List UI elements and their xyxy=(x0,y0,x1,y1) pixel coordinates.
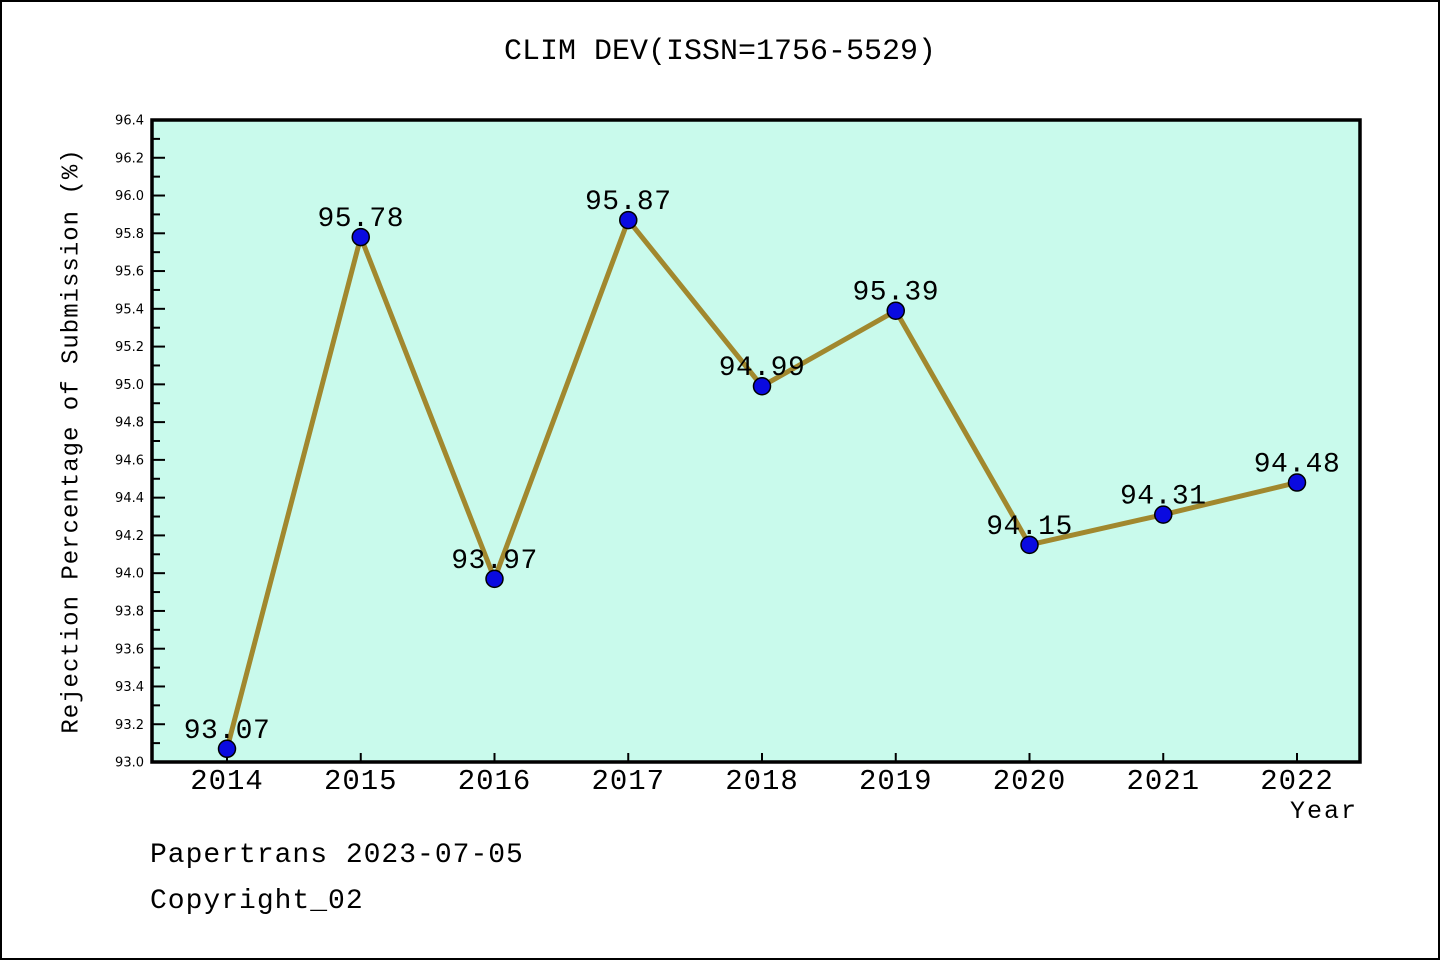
y-tick-label: 93.6 xyxy=(115,642,144,657)
y-tick-label: 95.4 xyxy=(115,302,144,317)
data-point-label: 93.07 xyxy=(184,716,271,747)
x-tick-label: 2014 xyxy=(190,765,264,798)
y-tick-label: 93.8 xyxy=(115,604,144,619)
x-tick-label: 2020 xyxy=(993,765,1067,798)
y-tick-label: 94.8 xyxy=(115,416,144,431)
chart-title: CLIM DEV(ISSN=1756-5529) xyxy=(503,35,937,69)
y-tick-label: 93.4 xyxy=(115,680,144,695)
data-point xyxy=(485,569,504,589)
x-tick-label: 2019 xyxy=(859,765,933,798)
y-tick-label: 94.2 xyxy=(115,529,144,544)
x-tick-label: 2017 xyxy=(591,765,665,798)
y-tick-label: 93.0 xyxy=(115,756,144,771)
plot-border xyxy=(150,118,1362,764)
data-point xyxy=(1287,473,1307,492)
y-tick-label: 96.4 xyxy=(115,114,144,129)
x-tick-label: 2016 xyxy=(458,765,532,798)
y-tick-label: 95.6 xyxy=(115,265,144,280)
x-tick-label: 2021 xyxy=(1126,765,1200,798)
data-point-label: 94.48 xyxy=(1254,450,1341,481)
data-point-label: 94.99 xyxy=(719,353,806,384)
data-point xyxy=(1020,535,1039,555)
y-tick-label: 95.2 xyxy=(115,340,144,355)
data-point xyxy=(886,301,905,320)
y-tick-label: 95.0 xyxy=(115,378,144,393)
y-tick-label: 95.8 xyxy=(115,227,144,242)
x-tick-label: 2022 xyxy=(1260,765,1334,798)
data-point xyxy=(217,739,237,759)
data-point-label: 95.78 xyxy=(317,204,404,235)
footer-source-date: Papertrans 2023-07-05 xyxy=(150,840,524,871)
y-axis-title: Rejection Percentage of Submission (%) xyxy=(58,148,86,734)
data-point-label: 94.31 xyxy=(1120,482,1207,513)
data-point-label: 95.39 xyxy=(852,278,939,309)
data-point xyxy=(1154,505,1173,524)
y-tick-label: 94.0 xyxy=(115,567,144,582)
y-tick-label: 96.2 xyxy=(115,151,144,166)
y-tick-label: 96.0 xyxy=(115,189,144,204)
x-tick-label: 2018 xyxy=(725,765,799,798)
x-tick-label: 2015 xyxy=(324,765,398,798)
data-point xyxy=(619,210,638,230)
y-tick-label: 94.6 xyxy=(115,453,144,468)
footer-copyright: Copyright_02 xyxy=(150,886,364,917)
data-point xyxy=(752,376,772,396)
plot-area xyxy=(152,120,1360,762)
data-point-label: 95.87 xyxy=(585,187,672,218)
y-tick-label: 94.4 xyxy=(115,491,144,506)
x-axis-title: Year xyxy=(1289,797,1358,826)
data-point-label: 94.15 xyxy=(986,512,1073,543)
data-point-label: 93.97 xyxy=(451,546,538,577)
data-point xyxy=(351,227,370,247)
y-tick-label: 93.2 xyxy=(115,718,144,733)
